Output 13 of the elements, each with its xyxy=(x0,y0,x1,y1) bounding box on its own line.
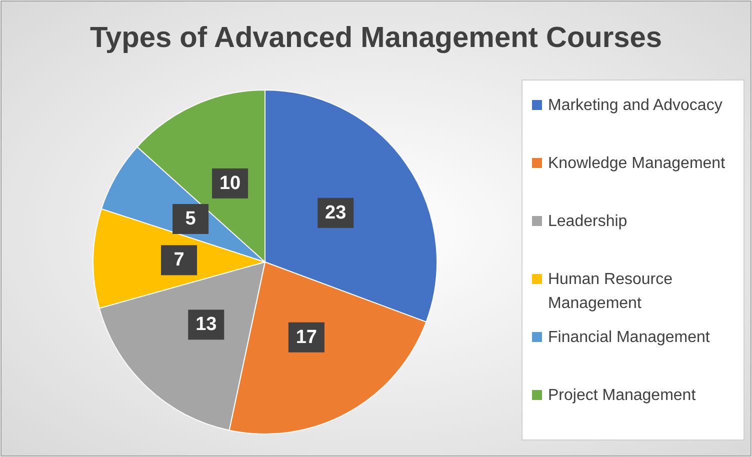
data-label: 10 xyxy=(219,172,241,194)
legend-label: Human Resource Management xyxy=(548,270,673,312)
chart-title: Types of Advanced Management Courses xyxy=(90,22,662,54)
data-label: 17 xyxy=(296,326,317,348)
legend-label: Marketing and Advocacy xyxy=(548,96,722,114)
data-label: 23 xyxy=(325,202,346,224)
legend-label: Knowledge Management xyxy=(548,154,726,172)
data-label: 7 xyxy=(174,250,184,271)
legend-label: Project Management xyxy=(548,386,696,404)
data-label: 5 xyxy=(185,208,196,230)
data-label: 13 xyxy=(196,314,217,336)
legend-label: Financial Management xyxy=(548,328,710,346)
legend-label: Leadership xyxy=(548,212,628,230)
